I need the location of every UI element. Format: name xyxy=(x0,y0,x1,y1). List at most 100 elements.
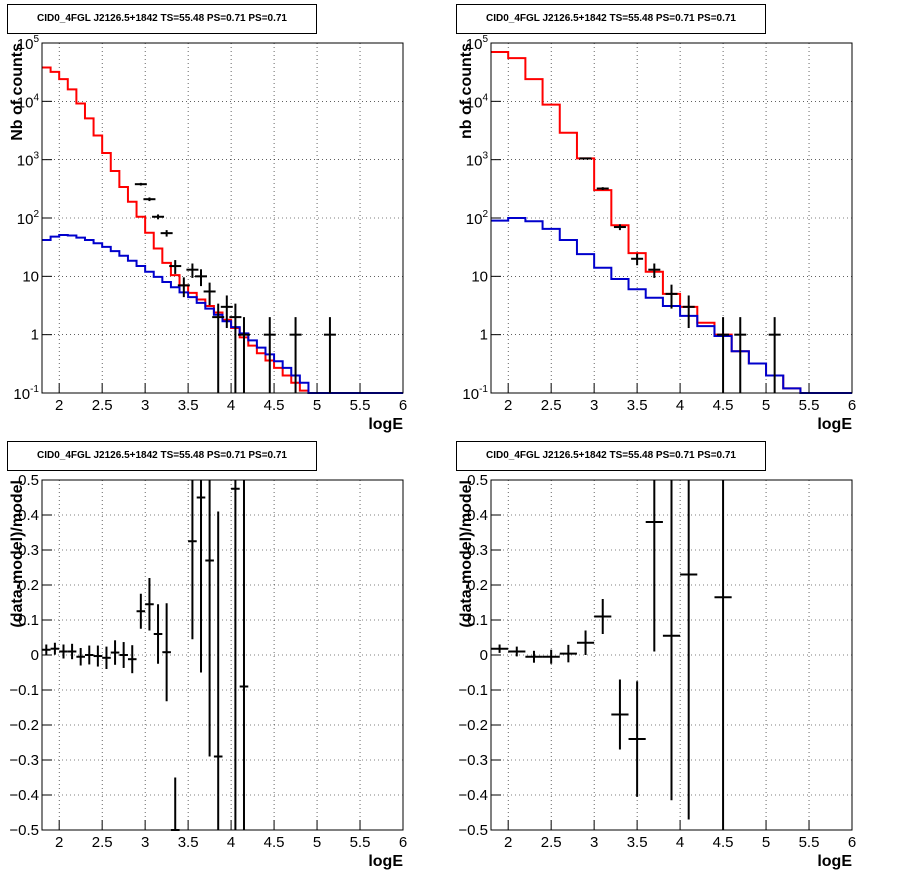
pad-counts-right: CID0_4FGL J2126.5+1842 TS=55.48 PS=0.71 … xyxy=(449,0,898,437)
x-tick-label: 4 xyxy=(227,397,235,414)
data-point xyxy=(134,182,147,186)
y-tick-label: −0.5 xyxy=(458,822,488,839)
histogram-series-background_model xyxy=(42,234,403,394)
y-tick-label: 10-1 xyxy=(462,384,488,403)
x-tick-label: 5 xyxy=(762,834,770,851)
data-point xyxy=(213,511,223,830)
x-tick-label: 3.5 xyxy=(178,834,199,851)
data-point xyxy=(289,317,302,393)
x-tick-label: 2.5 xyxy=(92,834,113,851)
y-tick-label: 104 xyxy=(466,92,489,111)
data-point xyxy=(611,679,629,750)
y-tick-label: 0.5 xyxy=(467,472,488,489)
residual-plot-right: 2 2.5 3 3.5 4 4.5 5 5.5 6 logE −0.5 −0.4 −0.3 −0.2 −0.… xyxy=(458,472,856,870)
pad-title: CID0_4FGL J2126.5+1842 TS=55.48 PS=0.71 … xyxy=(456,4,766,34)
x-tick-label: 3 xyxy=(141,397,149,414)
data-point xyxy=(542,649,560,664)
counts-plot-right: 2 2.5 3 3.5 4 4.5 5 5.5 6 logE 10-1 1 10 102 103 104 105… xyxy=(458,34,856,433)
y-tick-label: 0.2 xyxy=(467,577,488,594)
data-point xyxy=(239,480,249,830)
data-point xyxy=(491,644,509,653)
y-tick-label: 0 xyxy=(31,647,39,664)
data-point xyxy=(50,642,60,655)
pad-residual-right: CID0_4FGL J2126.5+1842 TS=55.48 PS=0.71 … xyxy=(449,437,898,875)
data-point xyxy=(186,263,199,278)
data-point xyxy=(119,642,128,668)
y-axis-label: (data-model)/model xyxy=(458,480,475,628)
y-axis-label: Nb of counts xyxy=(9,43,26,141)
data-point xyxy=(237,317,250,393)
x-tick-label: 2 xyxy=(504,834,512,851)
data-point xyxy=(152,214,165,220)
x-tick-label: 6 xyxy=(848,834,856,851)
data-point xyxy=(525,650,543,663)
histogram-series-total_model xyxy=(42,66,403,394)
data-point xyxy=(229,303,242,393)
y-tick-label: 105 xyxy=(17,34,40,53)
y-tick-label: 1 xyxy=(31,327,39,344)
y-axis-label: nb of counts xyxy=(458,43,475,139)
data-point xyxy=(323,317,336,393)
data-point xyxy=(127,645,137,674)
y-tick-label: −0.3 xyxy=(9,752,39,769)
data-point xyxy=(594,599,612,634)
data-point xyxy=(576,630,595,655)
pad-residual-left: CID0_4FGL J2126.5+1842 TS=55.48 PS=0.71 … xyxy=(0,437,449,875)
x-tick-label: 3.5 xyxy=(627,397,648,414)
data-point xyxy=(195,269,208,287)
data-point xyxy=(231,480,240,830)
data-point xyxy=(596,187,609,190)
y-tick-label: 0.2 xyxy=(18,577,39,594)
pad-counts-left: CID0_4FGL J2126.5+1842 TS=55.48 PS=0.71 … xyxy=(0,0,449,437)
data-point xyxy=(717,317,730,393)
data-point xyxy=(768,317,781,393)
data-point xyxy=(680,480,698,820)
y-tick-label: 0.5 xyxy=(18,472,39,489)
y-tick-label: 10 xyxy=(22,268,39,285)
y-tick-label: −0.2 xyxy=(9,717,39,734)
y-tick-label: −0.4 xyxy=(458,787,488,804)
x-tick-label: 5.5 xyxy=(799,834,820,851)
data-point xyxy=(734,317,747,393)
data-point xyxy=(153,604,163,664)
x-tick-label: 4 xyxy=(676,834,684,851)
data-point xyxy=(177,277,190,298)
pad-title: CID0_4FGL J2126.5+1842 TS=55.48 PS=0.71 … xyxy=(456,441,766,471)
x-tick-label: 2 xyxy=(55,834,63,851)
pad-title: CID0_4FGL J2126.5+1842 TS=55.48 PS=0.71 … xyxy=(7,441,317,471)
data-point xyxy=(628,681,646,797)
data-point xyxy=(162,603,171,702)
y-tick-label: −0.4 xyxy=(9,787,39,804)
x-tick-label: 5 xyxy=(313,834,321,851)
data-point xyxy=(76,648,85,666)
y-tick-label: −0.1 xyxy=(458,682,488,699)
x-tick-label: 5.5 xyxy=(799,397,820,414)
y-tick-label: 102 xyxy=(466,209,489,228)
x-tick-label: 2.5 xyxy=(541,834,562,851)
data-point xyxy=(136,593,146,629)
x-axis-label: logE xyxy=(368,416,403,433)
data-point xyxy=(220,295,233,329)
x-tick-label: 2 xyxy=(55,397,63,414)
x-tick-label: 2.5 xyxy=(541,397,562,414)
data-point xyxy=(682,295,695,329)
data-point xyxy=(93,645,103,667)
data-point xyxy=(170,777,180,831)
x-tick-label: 3.5 xyxy=(627,834,648,851)
data-point xyxy=(579,157,592,160)
histogram-series-total_model xyxy=(491,51,852,394)
counts-plot-left: 2 2.5 3 3.5 4 4.5 5 5.5 6 logE 10-1 1 10 102 103 104 105… xyxy=(9,34,407,433)
x-tick-label: 6 xyxy=(848,397,856,414)
x-tick-label: 4.5 xyxy=(713,834,734,851)
y-tick-label: 104 xyxy=(17,92,40,111)
data-point xyxy=(160,230,173,237)
x-axis-label: logE xyxy=(817,416,852,433)
y-tick-label: −0.3 xyxy=(458,752,488,769)
x-tick-label: 3 xyxy=(590,834,598,851)
data-point xyxy=(59,644,68,659)
y-tick-label: 0.4 xyxy=(18,507,39,524)
x-tick-label: 3 xyxy=(141,834,149,851)
y-tick-label: 10-1 xyxy=(13,384,39,403)
data-point xyxy=(559,644,577,663)
